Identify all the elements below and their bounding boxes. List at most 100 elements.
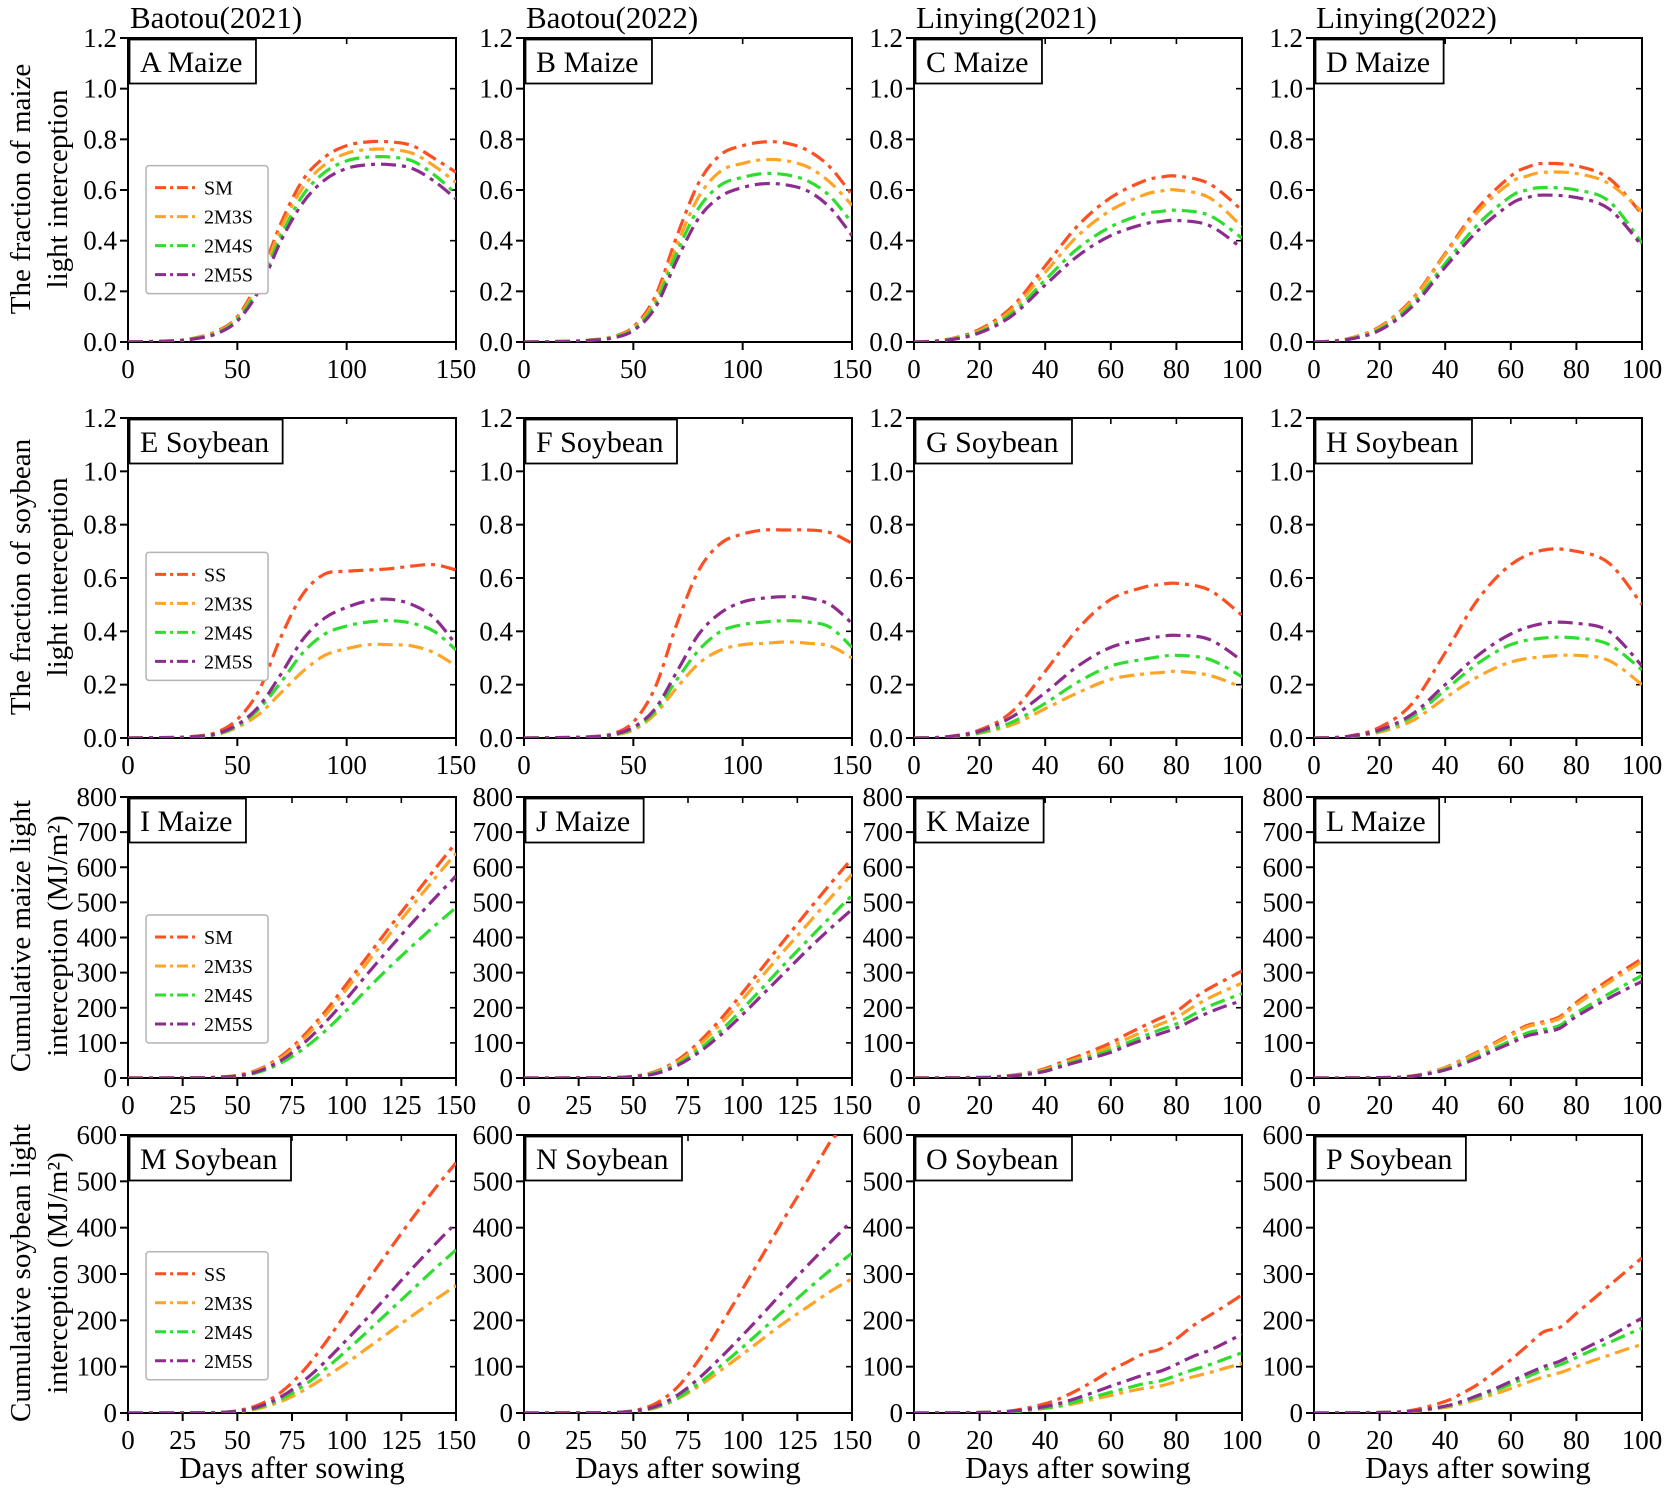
svg-text:100: 100 (722, 1425, 763, 1455)
svg-text:E Soybean: E Soybean (140, 426, 269, 459)
svg-text:0.8: 0.8 (479, 510, 513, 540)
svg-text:150: 150 (436, 354, 477, 384)
svg-text:40: 40 (1432, 1090, 1459, 1120)
svg-text:300: 300 (863, 958, 904, 988)
svg-text:1.2: 1.2 (479, 403, 513, 433)
series-2M5S-panel-M (128, 1221, 456, 1413)
panel-I-legend-box (145, 914, 269, 1044)
svg-text:2M4S: 2M4S (204, 985, 253, 1007)
series-SM-panel-J (524, 857, 852, 1078)
svg-text:100: 100 (722, 1090, 763, 1120)
svg-text:50: 50 (620, 1090, 647, 1120)
svg-text:1.0: 1.0 (83, 74, 117, 104)
svg-text:200: 200 (1263, 1305, 1304, 1335)
svg-text:60: 60 (1097, 354, 1124, 384)
svg-text:60: 60 (1097, 1425, 1124, 1455)
svg-text:500: 500 (77, 1166, 118, 1196)
svg-text:D Maize: D Maize (1326, 46, 1430, 79)
svg-text:0.0: 0.0 (1269, 723, 1303, 753)
series-2M4S-panel-P (1314, 1326, 1642, 1413)
svg-text:J Maize: J Maize (536, 805, 630, 838)
svg-text:2M3S: 2M3S (204, 956, 253, 978)
panel-P: 0 20 40 60 80 100 0 100 200 300 400 500 600 P Soybean (1263, 1120, 1663, 1455)
svg-text:300: 300 (1263, 1259, 1304, 1289)
panel-I: 0 25 50 75 100 125 150 0 100 200 300 400 500 600 700 80… (77, 782, 477, 1120)
panel-K-label-box (914, 797, 1045, 844)
svg-text:1.2: 1.2 (83, 403, 117, 433)
svg-text:150: 150 (832, 1090, 873, 1120)
series-2M5S-panel-H (1314, 620, 1642, 738)
svg-text:P Soybean: P Soybean (1326, 1143, 1452, 1176)
svg-text:100: 100 (326, 354, 367, 384)
svg-text:1.0: 1.0 (479, 456, 513, 486)
svg-text:800: 800 (863, 782, 904, 812)
svg-text:150: 150 (436, 1425, 477, 1455)
svg-text:100: 100 (1263, 1028, 1304, 1058)
svg-text:100: 100 (1263, 1352, 1304, 1382)
series-2M5S-panel-B (524, 181, 852, 342)
y-axis-label-row-2-line2: light interception (42, 477, 74, 677)
series-2M4S-panel-O (914, 1351, 1242, 1413)
column-title-linying-2022: Linying(2022) (1316, 0, 1497, 35)
svg-text:800: 800 (1263, 782, 1304, 812)
svg-text:1.0: 1.0 (869, 74, 903, 104)
series-2M3S-panel-M (128, 1284, 456, 1413)
svg-text:100: 100 (326, 750, 367, 780)
series-2M5S-panel-F (524, 595, 852, 738)
svg-text:200: 200 (1263, 993, 1304, 1023)
svg-text:800: 800 (473, 782, 514, 812)
svg-text:25: 25 (169, 1090, 196, 1120)
svg-text:500: 500 (863, 1166, 904, 1196)
panel-G-series (914, 581, 1242, 738)
svg-text:100: 100 (77, 1028, 118, 1058)
y-axis-label-row-2-line1: The fraction of soybean (5, 438, 37, 716)
svg-text:2M3S: 2M3S (204, 207, 253, 229)
svg-text:200: 200 (863, 993, 904, 1023)
panel-A: 0 50 100 150 0.0 0.2 0.4 0.6 0.8 1.0 1.2 A Maize SM 2… (83, 23, 476, 384)
svg-text:100: 100 (1622, 1425, 1663, 1455)
svg-text:100: 100 (1222, 354, 1263, 384)
svg-text:800: 800 (77, 782, 118, 812)
svg-text:600: 600 (473, 852, 514, 882)
svg-text:F Soybean: F Soybean (536, 426, 664, 459)
svg-text:25: 25 (169, 1425, 196, 1455)
panel-H-label-box (1314, 418, 1473, 465)
svg-text:0: 0 (1290, 1398, 1304, 1428)
column-title-baotou-2022: Baotou(2022) (526, 0, 699, 35)
svg-text:0.6: 0.6 (1269, 563, 1303, 593)
svg-text:2M4S: 2M4S (204, 236, 253, 258)
svg-text:125: 125 (381, 1425, 422, 1455)
svg-text:300: 300 (473, 1259, 514, 1289)
series-2M4S-panel-M (128, 1248, 456, 1413)
column-title-linying-2021: Linying(2021) (916, 0, 1097, 35)
svg-text:20: 20 (1366, 354, 1393, 384)
svg-text:2M5S: 2M5S (204, 265, 253, 287)
svg-text:40: 40 (1032, 1090, 1059, 1120)
svg-text:SM: SM (204, 178, 233, 200)
svg-text:0.2: 0.2 (83, 276, 117, 306)
svg-text:0.6: 0.6 (1269, 175, 1303, 205)
series-2M5S-panel-N (524, 1219, 852, 1413)
svg-text:0: 0 (907, 1425, 921, 1455)
svg-text:0.2: 0.2 (1269, 670, 1303, 700)
svg-text:100: 100 (1222, 750, 1263, 780)
y-axis-label-row-1-line1: The fraction of maize (5, 63, 37, 315)
svg-text:2M5S: 2M5S (204, 1351, 253, 1373)
svg-text:300: 300 (863, 1259, 904, 1289)
svg-text:125: 125 (777, 1090, 818, 1120)
svg-text:20: 20 (1366, 1425, 1393, 1455)
svg-text:50: 50 (620, 750, 647, 780)
svg-text:80: 80 (1163, 1090, 1190, 1120)
svg-text:40: 40 (1432, 354, 1459, 384)
svg-text:SM: SM (204, 927, 233, 949)
panel-K: 0 20 40 60 80 100 0 100 200 300 400 500 600 700 800 K M… (863, 782, 1263, 1120)
svg-text:0.2: 0.2 (869, 276, 903, 306)
svg-text:0.0: 0.0 (869, 327, 903, 357)
svg-text:50: 50 (224, 1090, 251, 1120)
svg-text:0.6: 0.6 (479, 175, 513, 205)
svg-text:600: 600 (1263, 852, 1304, 882)
svg-text:0: 0 (890, 1063, 904, 1093)
svg-text:600: 600 (1263, 1120, 1304, 1150)
svg-text:L Maize: L Maize (1326, 805, 1426, 838)
svg-text:1.2: 1.2 (479, 23, 513, 53)
